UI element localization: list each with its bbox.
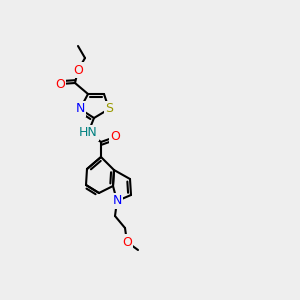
Text: HN: HN xyxy=(79,127,98,140)
Text: S: S xyxy=(105,103,113,116)
Text: O: O xyxy=(55,77,65,91)
Text: N: N xyxy=(112,194,122,208)
Text: O: O xyxy=(110,130,120,143)
Text: O: O xyxy=(122,236,132,248)
Text: N: N xyxy=(75,103,85,116)
Text: O: O xyxy=(73,64,83,76)
